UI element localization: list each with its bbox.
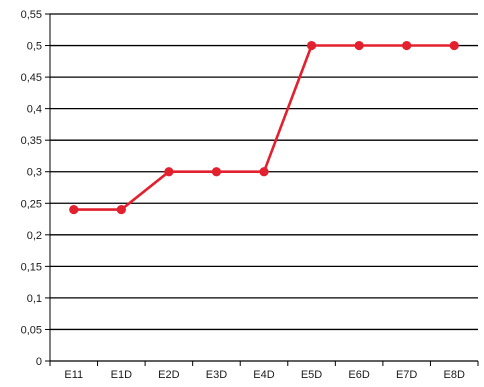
x-tick-label: E11 xyxy=(64,369,83,381)
data-point xyxy=(402,40,412,51)
y-tick-label: 0,55 xyxy=(21,9,42,21)
y-tick-label: 0,05 xyxy=(21,324,42,336)
x-tick-labels: E11 E1D E2D E3D E4D E5D E6D E7D E8D xyxy=(64,369,465,381)
x-tick-label: E5D xyxy=(301,369,322,381)
data-point xyxy=(211,167,222,177)
y-tick-label: 0,5 xyxy=(27,41,42,53)
data-point xyxy=(116,204,126,215)
data-point xyxy=(354,40,364,51)
x-tick-label: E4D xyxy=(253,369,274,381)
x-tick-label: E2D xyxy=(158,369,179,381)
x-tick-label: E3D xyxy=(206,369,227,381)
y-tick-label: 0,3 xyxy=(27,167,42,179)
y-tick-label: 0,25 xyxy=(21,198,42,210)
y-tick-label: 0 xyxy=(36,356,42,368)
x-tick-label: E8D xyxy=(444,369,465,381)
series-line xyxy=(73,44,455,211)
data-point xyxy=(449,40,459,51)
data-point xyxy=(306,40,317,51)
y-tick-label: 0,15 xyxy=(21,261,42,273)
series-layer xyxy=(69,40,459,215)
y-tick-label: 0,45 xyxy=(21,72,42,84)
x-tick-label: E6D xyxy=(348,369,369,381)
y-tick-labels: 0 0,05 0,1 0,15 0,2 0,25 0,3 0,35 0,4 0,45 0,5 0,55 xyxy=(21,9,42,368)
x-tick-label: E7D xyxy=(396,369,417,381)
data-point xyxy=(69,204,79,215)
data-point xyxy=(164,167,174,177)
y-tick-label: 0,35 xyxy=(21,135,42,147)
x-tick-label: E1D xyxy=(111,369,132,381)
axes xyxy=(45,13,479,366)
data-point xyxy=(259,167,269,177)
y-tick-label: 0,4 xyxy=(27,104,42,116)
y-tick-label: 0,1 xyxy=(27,293,42,305)
y-tick-label: 0,2 xyxy=(27,230,42,242)
